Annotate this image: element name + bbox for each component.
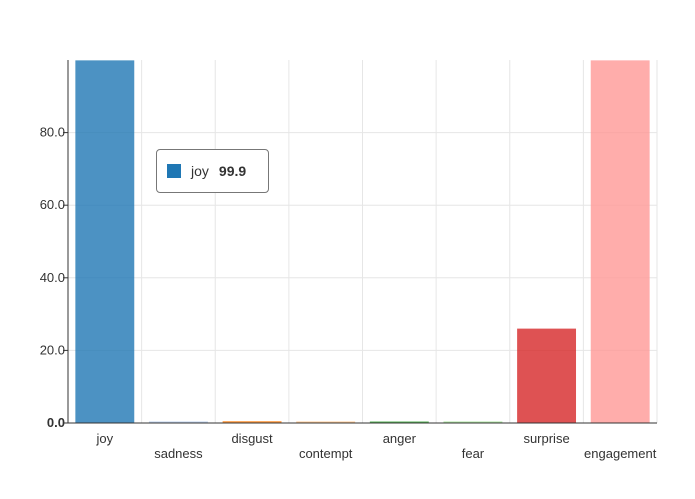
y-tick-label: 40.0 bbox=[40, 270, 65, 285]
bar-surprise bbox=[517, 328, 577, 423]
x-tick-label: disgust bbox=[231, 431, 273, 446]
x-tick-label: sadness bbox=[154, 446, 203, 461]
x-tick-label: fear bbox=[462, 446, 485, 461]
x-tick-label: engagement bbox=[584, 446, 657, 461]
x-tick-label: contempt bbox=[299, 446, 353, 461]
bar-anger bbox=[369, 421, 429, 423]
y-tick-label: 60.0 bbox=[40, 197, 65, 212]
bar-sadness bbox=[148, 421, 208, 423]
bar-disgust bbox=[222, 421, 282, 423]
tooltip-label: joy bbox=[191, 163, 209, 179]
x-tick-label: anger bbox=[383, 431, 417, 446]
bar-joy bbox=[75, 60, 135, 423]
y-tick-label: 0.0 bbox=[47, 415, 65, 430]
x-tick-label: surprise bbox=[523, 431, 569, 446]
tooltip: joy 99.9 bbox=[156, 149, 269, 193]
bar-contempt bbox=[296, 421, 356, 423]
bar-engagement bbox=[590, 60, 650, 423]
tooltip-value: 99.9 bbox=[218, 163, 247, 179]
bar-fear bbox=[443, 421, 503, 423]
x-tick-label: joy bbox=[96, 431, 114, 446]
y-tick-label: 20.0 bbox=[40, 342, 65, 357]
y-tick-label: 80.0 bbox=[40, 125, 65, 140]
tooltip-swatch bbox=[167, 164, 181, 178]
